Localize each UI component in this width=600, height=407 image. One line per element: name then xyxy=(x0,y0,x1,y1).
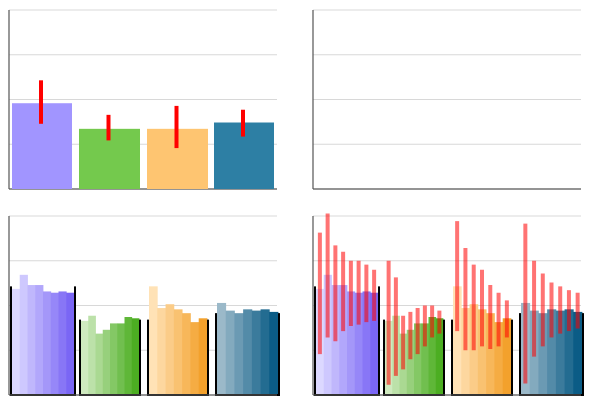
bar xyxy=(347,291,356,395)
bar xyxy=(225,310,235,395)
bar xyxy=(95,333,104,395)
bar-cluster-1 xyxy=(10,274,76,396)
bar-cluster-3 xyxy=(451,221,513,396)
bar xyxy=(453,286,462,395)
bar xyxy=(339,285,348,395)
bar xyxy=(502,318,512,395)
bar xyxy=(564,309,574,395)
chart-panel-bottom-left xyxy=(8,215,280,396)
bar xyxy=(486,313,495,395)
bar xyxy=(573,311,583,395)
bar xyxy=(217,302,227,395)
chart-panel-bottom-right xyxy=(312,213,584,396)
bar xyxy=(461,308,470,395)
bar xyxy=(165,304,175,395)
bar xyxy=(354,292,363,395)
bar xyxy=(243,309,253,395)
bar xyxy=(190,322,200,395)
bar-cluster-2 xyxy=(79,315,141,396)
bar xyxy=(538,313,548,395)
bar xyxy=(414,323,422,395)
bar-cluster-3 xyxy=(147,286,209,396)
bar xyxy=(428,317,437,395)
bar xyxy=(43,291,52,395)
bar xyxy=(234,313,244,395)
chart-panel-top-right xyxy=(12,9,581,190)
bar xyxy=(50,292,59,395)
bar xyxy=(173,309,183,395)
bar xyxy=(110,323,118,395)
bar xyxy=(157,308,166,395)
bar xyxy=(58,291,67,395)
bar xyxy=(35,285,44,395)
bar xyxy=(88,315,96,395)
bar xyxy=(477,309,487,395)
bar xyxy=(260,309,270,395)
bar-cluster-1 xyxy=(314,213,380,396)
bar-cluster-4 xyxy=(519,223,584,396)
bar xyxy=(198,318,208,395)
bar-cluster-4 xyxy=(215,302,280,396)
bar xyxy=(494,322,504,395)
bar xyxy=(27,285,36,395)
bar xyxy=(149,286,158,395)
bar xyxy=(362,291,371,395)
bar xyxy=(547,309,557,395)
bar xyxy=(182,313,191,395)
bar xyxy=(421,323,429,395)
bar xyxy=(406,329,415,395)
bar xyxy=(435,318,444,395)
bar xyxy=(12,288,21,395)
bar xyxy=(370,292,379,395)
bar xyxy=(19,274,28,395)
bar xyxy=(251,310,261,395)
bar-cluster-2 xyxy=(383,260,445,396)
bar xyxy=(269,311,279,395)
bar xyxy=(117,323,125,395)
bar xyxy=(124,317,133,395)
bar xyxy=(81,320,89,395)
bar xyxy=(131,318,140,395)
bar xyxy=(102,329,111,395)
bar xyxy=(66,292,75,395)
bar xyxy=(555,310,565,395)
